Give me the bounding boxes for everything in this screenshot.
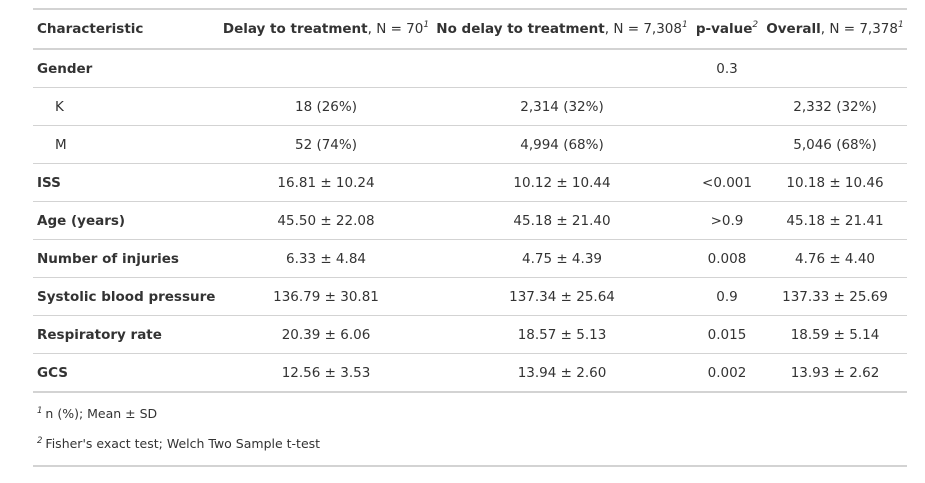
cell-p-value: 0.015 bbox=[691, 315, 763, 354]
header-overall: Overall, N = 7,3781 bbox=[763, 8, 907, 50]
row-label: ISS bbox=[33, 163, 219, 202]
header-characteristic: Characteristic bbox=[33, 8, 219, 50]
cell-delay: 12.56 ± 3.53 bbox=[219, 353, 433, 391]
cell-p-value: 0.3 bbox=[716, 60, 738, 77]
cell-no-delay: 45.18 ± 21.40 bbox=[433, 201, 691, 240]
cell-overall: 2,332 (32%) bbox=[763, 87, 907, 126]
cell-delay: 45.50 ± 22.08 bbox=[219, 201, 433, 240]
row-label: Number of injuries bbox=[33, 239, 219, 278]
cell-p-value bbox=[691, 125, 763, 164]
table-row: Respiratory rate 20.39 ± 6.06 18.57 ± 5.… bbox=[33, 315, 907, 354]
cell-delay bbox=[219, 49, 433, 88]
row-label: Gender bbox=[37, 60, 93, 77]
cell-no-delay bbox=[433, 49, 691, 88]
header-no-delay: No delay to treatment, N = 7,3081 bbox=[433, 8, 691, 50]
cell-overall: 13.93 ± 2.62 bbox=[763, 353, 907, 391]
cell-no-delay: 18.57 ± 5.13 bbox=[433, 315, 691, 354]
cell-p-value: >0.9 bbox=[691, 201, 763, 240]
table-row: M 52 (74%) 4,994 (68%) 5,046 (68%) bbox=[33, 125, 907, 164]
cell-p-value: 0.002 bbox=[691, 353, 763, 391]
table-row: Gender 0.3 bbox=[33, 49, 907, 88]
row-label: Age (years) bbox=[33, 201, 219, 240]
summary-table: Characteristic Delay to treatment, N = 7… bbox=[33, 8, 907, 391]
table-row: Systolic blood pressure 136.79 ± 30.81 1… bbox=[33, 277, 907, 316]
footnote: 2 Fisher's exact test; Welch Two Sample t… bbox=[37, 429, 903, 459]
footnote-mark: 2 bbox=[37, 436, 43, 446]
cell-no-delay: 4,994 (68%) bbox=[433, 125, 691, 164]
cell-overall bbox=[763, 49, 907, 88]
cell-delay: 18 (26%) bbox=[219, 87, 433, 126]
cell-no-delay: 137.34 ± 25.64 bbox=[433, 277, 691, 316]
footnote-text: n (%); Mean ± SD bbox=[45, 406, 158, 421]
table-row: ISS 16.81 ± 10.24 10.12 ± 10.44 <0.001 1… bbox=[33, 163, 907, 202]
cell-delay: 20.39 ± 6.06 bbox=[219, 315, 433, 354]
header-delay: Delay to treatment, N = 701 bbox=[219, 8, 433, 50]
cell-overall: 10.18 ± 10.46 bbox=[763, 163, 907, 202]
cell-delay: 52 (74%) bbox=[219, 125, 433, 164]
table-row: Number of injuries 6.33 ± 4.84 4.75 ± 4.… bbox=[33, 239, 907, 278]
cell-p-value: 0.008 bbox=[691, 239, 763, 278]
cell-delay: 136.79 ± 30.81 bbox=[219, 277, 433, 316]
cell-no-delay: 10.12 ± 10.44 bbox=[433, 163, 691, 202]
footnote-text: Fisher's exact test; Welch Two Sample t-… bbox=[45, 436, 321, 451]
cell-p-value: <0.001 bbox=[691, 163, 763, 202]
cell-p-value: 0.9 bbox=[691, 277, 763, 316]
table-row: K 18 (26%) 2,314 (32%) 2,332 (32%) bbox=[33, 87, 907, 126]
cell-overall: 18.59 ± 5.14 bbox=[763, 315, 907, 354]
table-row: GCS 12.56 ± 3.53 13.94 ± 2.60 0.002 13.9… bbox=[33, 353, 907, 391]
cell-no-delay: 4.75 ± 4.39 bbox=[433, 239, 691, 278]
header-p-value: p-value2 bbox=[691, 8, 763, 50]
cell-no-delay: 13.94 ± 2.60 bbox=[433, 353, 691, 391]
cell-delay: 6.33 ± 4.84 bbox=[219, 239, 433, 278]
row-label: K bbox=[33, 87, 219, 126]
cell-overall: 4.76 ± 4.40 bbox=[763, 239, 907, 278]
cell-p-value bbox=[691, 87, 763, 126]
row-label: M bbox=[33, 125, 219, 164]
cell-overall: 45.18 ± 21.41 bbox=[763, 201, 907, 240]
row-label: Systolic blood pressure bbox=[33, 277, 219, 316]
summary-table-container: Characteristic Delay to treatment, N = 7… bbox=[33, 8, 907, 467]
row-label: GCS bbox=[33, 353, 219, 391]
table-row: Age (years) 45.50 ± 22.08 45.18 ± 21.40 … bbox=[33, 201, 907, 240]
row-label: Respiratory rate bbox=[33, 315, 219, 354]
cell-delay: 16.81 ± 10.24 bbox=[219, 163, 433, 202]
footnote-mark: 1 bbox=[37, 406, 43, 416]
header-row: Characteristic Delay to treatment, N = 7… bbox=[33, 8, 907, 50]
cell-no-delay: 2,314 (32%) bbox=[433, 87, 691, 126]
cell-overall: 5,046 (68%) bbox=[763, 125, 907, 164]
cell-overall: 137.33 ± 25.69 bbox=[763, 277, 907, 316]
